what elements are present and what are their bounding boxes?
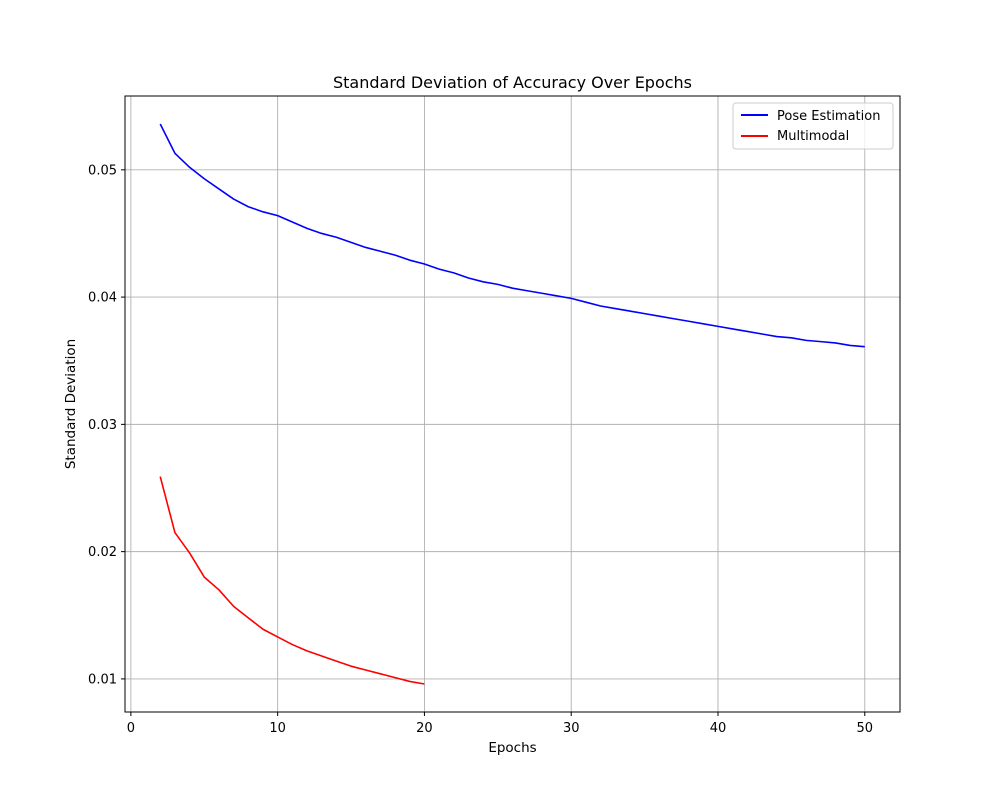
x-tick-label: 40 [710,721,727,736]
legend-label-multimodal: Multimodal [777,129,849,144]
x-tick-label: 50 [856,721,873,736]
x-tick-label: 10 [269,721,286,736]
axis-ticks: 0 10 20 30 40 50 0.01 0.02 0.03 0.04 0.05 [88,163,873,736]
series-line-multimodal [159,476,425,685]
y-tick-label: 0.04 [88,291,117,306]
x-tick-label: 0 [127,721,135,736]
series-line-pose-estimation [159,123,865,348]
grid-lines [125,96,900,712]
series-lines [159,123,865,685]
y-axis-label: Standard Deviation [63,339,79,469]
y-tick-label: 0.02 [88,545,117,560]
x-axis-label: Epochs [488,740,536,756]
chart-title: Standard Deviation of Accuracy Over Epoc… [333,73,692,92]
legend-box [732,102,894,150]
legend: Pose Estimation Multimodal [732,102,894,150]
y-tick-label: 0.05 [88,163,117,178]
x-tick-label: 30 [563,721,580,736]
y-tick-label: 0.03 [88,418,117,433]
legend-label-pose-estimation: Pose Estimation [777,109,880,124]
x-tick-label: 20 [416,721,433,736]
y-tick-label: 0.01 [88,672,117,687]
plot-area-frame [124,95,901,713]
